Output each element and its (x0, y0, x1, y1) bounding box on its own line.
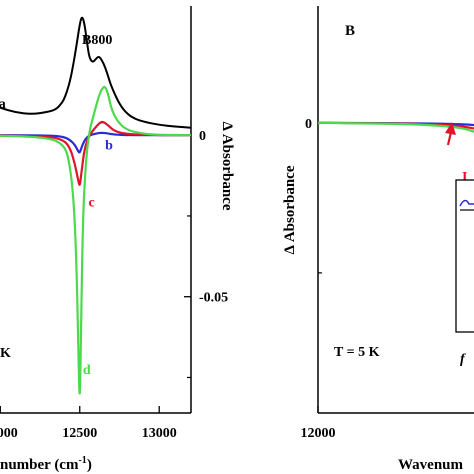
panel-a-y-tick-label: -0.05 (199, 291, 228, 306)
panel-b-inset-frame (455, 179, 474, 333)
panel-b-letter: B (345, 23, 355, 39)
panel-a-series-a (0, 16, 191, 129)
panel-a-x-ticks: 12000 12500 13000 (0, 406, 177, 441)
panel-a: 12000 12500 13000 0 -0.05 a b c d B800 K numbe… (0, 6, 235, 473)
panel-a-y-tick-label: 0 (199, 129, 206, 144)
panel-a-series-c (0, 120, 191, 186)
panel-a-curve-label-a: a (0, 97, 6, 112)
panel-a-x-axis-title: number (cm-1) (0, 455, 92, 473)
panel-a-x-axis-title-close: ) (87, 457, 92, 473)
panel-a-curve-label-d: d (83, 363, 91, 378)
panel-a-x-tick-label: 12000 (0, 426, 18, 441)
panel-b-arrow-head (445, 122, 456, 135)
panel-a-curve-label-b: b (105, 139, 113, 154)
panel-b: 1200012500 0 bcd B T = 5 K I f Wavenum Δ… (282, 6, 474, 473)
panel-b-x-tick-label: 12000 (301, 426, 336, 441)
panel-a-x-axis-title-main: number (cm (0, 457, 79, 473)
panel-a-x-tick-label: 12500 (62, 426, 97, 441)
panel-a-annotation-temperature: K (0, 346, 11, 361)
panel-a-series-b (0, 131, 191, 154)
panel-b-series-c (318, 121, 474, 130)
panel-b-series-b (318, 121, 474, 127)
panel-b-y-ticks: 0 (305, 117, 325, 274)
panel-a-x-tick-label: 13000 (142, 426, 177, 441)
panel-b-x-ticks: 1200012500 (301, 406, 336, 441)
panel-a-curves (0, 16, 191, 395)
panel-b-x-axis-title: Wavenum (398, 457, 464, 473)
panel-a-series-d (0, 85, 191, 395)
panel-b-annotation-i: I (462, 170, 467, 185)
panel-a-y-axis-title: Δ Absorbance (219, 122, 235, 211)
panel-b-y-axis-title: Δ Absorbance (282, 165, 298, 254)
panel-b-inset-curve-b (459, 199, 474, 207)
panel-b-y-tick-label: 0 (305, 117, 312, 132)
panel-b-curves (318, 121, 474, 133)
panel-b-annotation-f: f (460, 352, 466, 367)
panel-a-curve-labels: a b c d (0, 97, 113, 378)
panel-b-annotation-temperature: T = 5 K (334, 345, 380, 360)
panel-a-curve-label-c: c (88, 195, 94, 210)
panel-b-series-d (318, 121, 474, 133)
panel-a-annotation-b800: B800 (82, 33, 112, 48)
panel-a-x-axis-title-sup: -1 (78, 455, 86, 466)
